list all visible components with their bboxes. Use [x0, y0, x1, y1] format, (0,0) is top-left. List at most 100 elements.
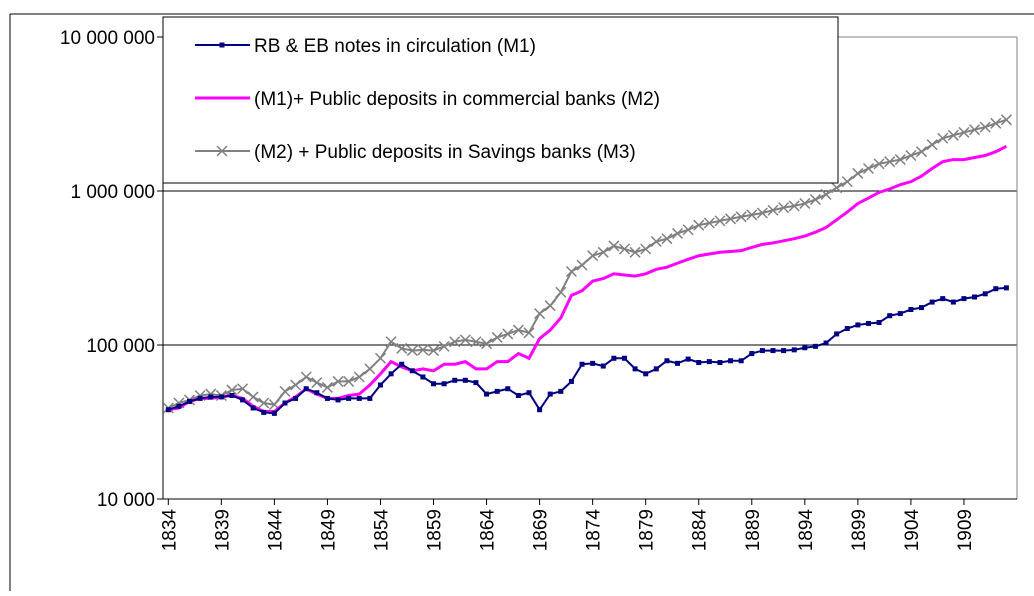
marker: [176, 403, 182, 409]
marker: [618, 243, 631, 255]
marker: [643, 371, 649, 377]
marker: [629, 246, 641, 258]
marker: [537, 407, 543, 413]
legend-box: [162, 16, 839, 184]
marker: [547, 391, 553, 397]
x-tick-label: 1869: [531, 509, 552, 551]
marker: [852, 167, 864, 179]
marker: [600, 363, 606, 369]
marker: [905, 149, 917, 162]
marker: [579, 361, 585, 367]
plot-area: 10 000 100 000 1 000 000 10 000 000 1834 1839…: [60, 28, 1018, 552]
marker: [576, 259, 588, 271]
marker: [364, 363, 376, 375]
marker: [417, 344, 429, 356]
x-tick-label: 1859: [425, 509, 446, 551]
marker: [897, 311, 903, 317]
marker: [756, 207, 768, 219]
x-tick-label: 1894: [796, 509, 817, 552]
marker: [165, 407, 171, 413]
marker: [494, 388, 500, 394]
marker: [693, 219, 705, 231]
marker: [831, 182, 843, 194]
marker: [293, 395, 299, 401]
y-tick-label: 100 000: [86, 336, 155, 357]
marker: [481, 338, 493, 350]
marker: [696, 359, 702, 365]
marker: [462, 377, 468, 383]
marker: [229, 392, 235, 398]
marker: [590, 360, 596, 366]
legend-label: (M1)+ Public deposits in commercial bank…: [254, 89, 660, 110]
marker: [544, 300, 556, 312]
marker: [788, 200, 800, 212]
marker: [675, 360, 681, 366]
marker: [197, 395, 203, 401]
legend-label: (M2) + Public deposits in Savings banks …: [254, 142, 636, 163]
marker: [820, 188, 832, 200]
marker: [972, 294, 978, 300]
marker: [671, 227, 684, 239]
y-tick-label: 10 000 000: [60, 28, 155, 49]
marker: [958, 126, 970, 138]
marker: [343, 375, 355, 387]
marker: [441, 381, 447, 387]
marker: [929, 299, 935, 305]
marker: [685, 356, 691, 362]
marker: [565, 265, 577, 278]
marker: [915, 146, 928, 158]
marker: [823, 340, 829, 346]
marker: [396, 342, 408, 354]
marker: [505, 386, 511, 392]
x-tick-label: 1874: [584, 509, 605, 552]
marker: [300, 371, 312, 383]
marker: [887, 313, 893, 319]
marker: [937, 132, 949, 144]
legend-label: RB & EB notes in circulation (M1): [254, 36, 536, 57]
marker: [216, 145, 228, 157]
marker: [282, 400, 288, 406]
marker: [749, 351, 755, 357]
marker: [219, 42, 225, 48]
x-tick-label: 1844: [265, 509, 286, 552]
marker: [515, 392, 521, 398]
marker: [237, 383, 249, 395]
marker: [979, 121, 991, 133]
marker: [431, 381, 437, 387]
marker: [356, 395, 362, 401]
marker: [961, 296, 967, 302]
marker: [568, 378, 574, 384]
marker: [908, 307, 914, 313]
marker: [491, 331, 503, 343]
marker: [876, 319, 882, 325]
marker: [353, 371, 365, 383]
marker: [778, 202, 790, 214]
marker: [841, 176, 853, 188]
marker: [303, 386, 309, 392]
marker: [290, 379, 302, 391]
marker: [640, 243, 652, 255]
marker: [523, 327, 535, 339]
marker: [385, 336, 397, 348]
marker: [459, 334, 471, 346]
marker: [261, 409, 267, 415]
marker: [969, 124, 981, 136]
marker: [653, 366, 659, 372]
marker: [484, 391, 490, 397]
marker: [218, 394, 224, 400]
marker: [555, 286, 567, 298]
x-tick-label: 1889: [743, 509, 764, 551]
marker: [873, 158, 885, 170]
marker: [855, 322, 861, 328]
x-tick-label: 1849: [318, 509, 339, 551]
marker: [770, 348, 776, 354]
marker: [470, 336, 482, 348]
marker: [759, 348, 765, 354]
marker: [367, 395, 373, 401]
marker: [271, 410, 277, 416]
marker: [834, 331, 840, 337]
x-tick-label: 1839: [212, 509, 233, 551]
marker: [438, 340, 450, 352]
marker: [587, 250, 599, 262]
marker: [894, 154, 906, 166]
